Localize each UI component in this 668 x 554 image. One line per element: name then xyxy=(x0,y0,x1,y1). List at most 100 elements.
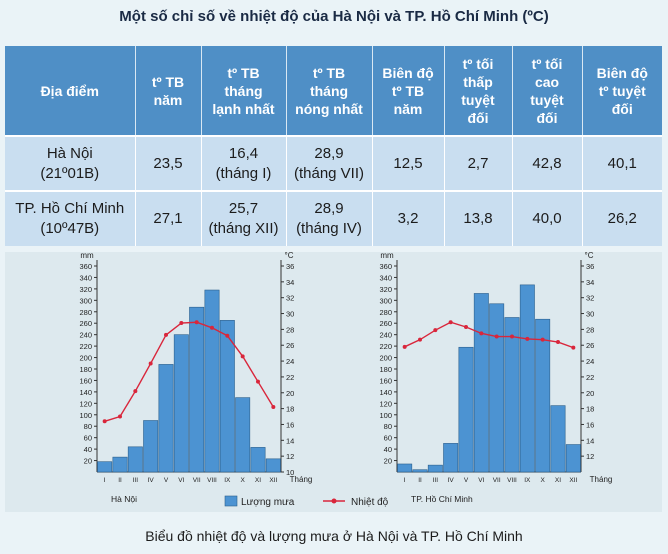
table-cell: 28,9 (tháng VII) xyxy=(285,135,372,191)
table-cell: 12,5 xyxy=(371,135,444,191)
rain-bar xyxy=(143,420,159,473)
month-tick-label: VIII xyxy=(207,477,217,484)
y-left-tick-label: 200 xyxy=(379,354,392,363)
month-tick-label: I xyxy=(404,477,406,484)
y-right-tick-label: 18 xyxy=(586,405,594,414)
y-left-tick-label: 360 xyxy=(379,262,392,271)
temperature-table: Địa điểm tº TB năm tº TB tháng lạnh nhất tº… xyxy=(5,46,662,246)
chart-legend: Lượng mưa Nhiệt độ xyxy=(224,495,389,508)
y-left-tick-label: 340 xyxy=(79,273,92,282)
month-tick-label: X xyxy=(240,477,245,484)
y-right-tick-label: 26 xyxy=(286,341,294,350)
rain-bar xyxy=(550,405,566,473)
temperature-point xyxy=(240,354,245,359)
month-tick-label: VI xyxy=(478,477,484,484)
hcmc-climate-chart: 20 40 60 80 100 120 140 160 180 200 220 240 260 280 30… xyxy=(379,252,613,504)
y-right-tick-label: 10 xyxy=(286,468,294,477)
month-tick-label: II xyxy=(118,477,122,484)
temperature-point xyxy=(556,340,560,345)
temperature-point xyxy=(256,379,260,384)
y-right-tick-label: 28 xyxy=(586,325,594,334)
y-left-tick-label: 140 xyxy=(79,388,92,397)
legend-rain-label: Lượng mưa xyxy=(241,497,295,508)
y-right-tick-label: 36 xyxy=(586,262,594,271)
month-tick-label: IV xyxy=(148,477,155,484)
month-tick-label: XI xyxy=(255,477,261,484)
y-right-tick-label: 24 xyxy=(286,357,294,366)
y-left-tick-label: 180 xyxy=(79,365,92,374)
temperature-point xyxy=(194,320,199,325)
rain-bar xyxy=(127,446,143,473)
rain-bar xyxy=(519,284,535,473)
y-right-tick-label: 18 xyxy=(286,405,294,414)
month-tick-label: VI xyxy=(178,477,184,484)
table-cell: 42,8 xyxy=(511,135,582,191)
y-left-axis-label: mm xyxy=(380,252,394,260)
rain-bar xyxy=(535,318,551,473)
month-tick-label: IX xyxy=(224,477,231,484)
y-left-tick-label: 300 xyxy=(379,296,392,305)
month-tick-label: III xyxy=(133,477,139,484)
rain-bar xyxy=(265,458,281,473)
y-right-tick-label: 20 xyxy=(286,389,294,398)
month-tick-label: V xyxy=(464,477,469,484)
y-left-tick-label: 320 xyxy=(79,285,92,294)
location-cell: TP. Hồ Chí Minh (10º47B) xyxy=(5,190,135,246)
temperature-point xyxy=(164,332,168,337)
month-tick-label: II xyxy=(418,477,422,484)
y-left-tick-label: 360 xyxy=(79,262,92,271)
y-left-axis-label: mm xyxy=(80,252,94,260)
rain-bar xyxy=(189,306,205,473)
table-header-row: Địa điểm tº TB năm tº TB tháng lạnh nhất tº… xyxy=(5,46,662,136)
climate-charts-panel: 20 40 60 80 100 120 140 160 180 200 220 240 260 280 30… xyxy=(5,252,662,512)
rain-bar xyxy=(473,293,489,473)
temperature-point xyxy=(118,414,122,419)
y-left-tick-label: 160 xyxy=(79,376,92,385)
y-left-tick-label: 40 xyxy=(384,445,392,454)
y-right-tick-label: 30 xyxy=(586,310,594,319)
y-left-tick-label: 160 xyxy=(379,376,392,385)
temperature-point xyxy=(510,334,514,339)
y-left-tick-label: 280 xyxy=(79,308,92,317)
rain-bar xyxy=(412,469,428,473)
y-left-tick-label: 40 xyxy=(84,445,92,454)
month-tick-label: IX xyxy=(524,477,531,484)
temperature-point xyxy=(402,344,407,349)
rain-bar xyxy=(158,364,174,473)
chart-location-label: Hà Nội xyxy=(111,494,137,504)
table-cell: 3,2 xyxy=(371,190,444,246)
y-left-tick-label: 340 xyxy=(379,273,392,282)
y-left-tick-label: 80 xyxy=(384,422,392,431)
temperature-point xyxy=(271,405,276,410)
rain-bar xyxy=(427,464,443,473)
x-axis-unit-label: Tháng xyxy=(590,475,613,484)
temperature-line xyxy=(404,321,574,349)
y-left-tick-label: 80 xyxy=(84,422,92,431)
month-tick-label: VII xyxy=(193,477,201,484)
rain-bar xyxy=(112,456,128,473)
y-right-tick-label: 32 xyxy=(586,294,594,303)
y-right-tick-label: 20 xyxy=(586,389,594,398)
temperature-point xyxy=(433,328,438,333)
table-cell: 28,9 (tháng IV) xyxy=(285,190,372,246)
y-right-tick-label: 32 xyxy=(286,294,294,303)
header-cell: Biên độ tº tuyệt đối xyxy=(581,46,662,136)
temperature-point xyxy=(525,336,530,341)
rain-bar xyxy=(173,334,189,473)
table-cell: 40,0 xyxy=(511,190,582,246)
page-title: Một số chỉ số về nhiệt độ của Hà Nội và … xyxy=(119,8,549,25)
y-left-tick-label: 100 xyxy=(79,411,92,420)
temperature-point xyxy=(571,345,576,350)
y-right-tick-label: 26 xyxy=(586,341,594,350)
month-tick-label: I xyxy=(104,477,106,484)
table-cell: 23,5 xyxy=(134,135,201,191)
table-cell: 13,8 xyxy=(443,190,512,246)
y-left-tick-label: 20 xyxy=(84,457,92,466)
y-right-axis-label: °C xyxy=(585,252,594,260)
table-cell: 16,4 (tháng I) xyxy=(200,135,286,191)
legend-temp-label: Nhiệt độ xyxy=(351,497,389,508)
table-cell: 25,7 (tháng XII) xyxy=(200,190,286,246)
header-cell: tº TB năm xyxy=(134,46,201,136)
rain-bar xyxy=(489,303,505,473)
y-left-tick-label: 240 xyxy=(379,331,392,340)
